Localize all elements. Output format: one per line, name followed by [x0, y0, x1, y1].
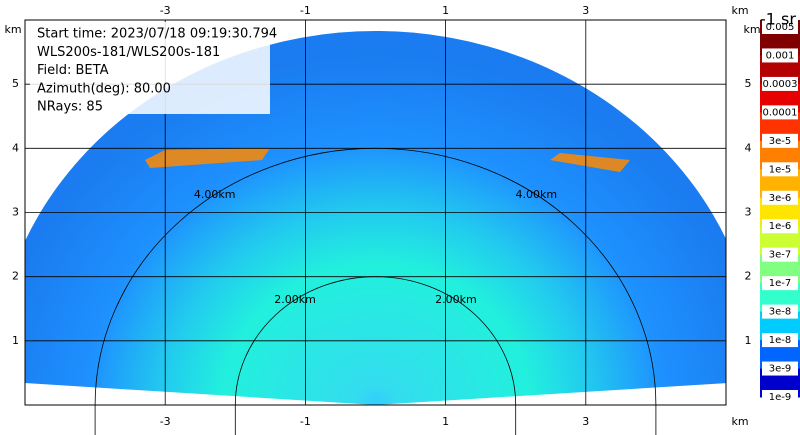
- range-ring-label: 2.00km: [435, 293, 477, 306]
- colorbar-label-bg: [762, 133, 798, 148]
- hotspot: [550, 153, 630, 172]
- x-tick-label: 3: [582, 4, 589, 17]
- y-tick-label: 1: [745, 334, 752, 347]
- scan-fan: [25, 31, 726, 405]
- info-line: Field: BETA: [37, 63, 109, 78]
- colorbar-label-bg: [762, 76, 798, 91]
- colorbar-label-bg: [762, 48, 798, 63]
- x-tick-label: 3: [582, 415, 589, 428]
- colorbar-label: 3e-7: [769, 250, 792, 261]
- y-tick-label: 4: [745, 141, 752, 154]
- colorbar-label: 0.001: [766, 50, 795, 61]
- colorbar-label: 3e-6: [769, 193, 792, 204]
- range-ring-label: 4.00km: [194, 188, 236, 201]
- y-tick-label: 2: [12, 270, 19, 283]
- colorbar-label-bg: [762, 390, 798, 404]
- colorbar-label: 1e-7: [769, 278, 792, 289]
- colorbar-label-bg: [762, 304, 798, 319]
- x-tick-label: -1: [300, 415, 311, 428]
- info-line: Azimuth(deg): 80.00: [37, 81, 171, 96]
- colorbar-label-bg: [762, 247, 798, 262]
- info-line: Start time: 2023/07/18 09:19:30.794: [37, 27, 277, 42]
- colorbar-label: 1e-6: [769, 221, 792, 232]
- colorbar-label-bg: [762, 105, 798, 120]
- x-tick-label: -3: [160, 4, 171, 17]
- x-tick-label: 1: [442, 415, 449, 428]
- colorbar-label: 1e-9: [769, 392, 792, 403]
- colorbar-label-bg: [762, 276, 798, 291]
- y-tick-label: 4: [12, 141, 19, 154]
- colorbar-label-bg: [762, 20, 798, 34]
- colorbar-label: 3e-9: [769, 364, 792, 375]
- y-unit: km: [4, 23, 21, 36]
- x-unit: km: [731, 4, 748, 17]
- info-line: WLS200s-181/WLS200s-181: [37, 45, 220, 60]
- colorbar-label-bg: [762, 361, 798, 376]
- y-tick-label: 3: [745, 206, 752, 219]
- colorbar-label: 0.0001: [763, 107, 798, 118]
- y-tick-label: 5: [745, 77, 752, 90]
- colorbar-title: -1 sr: [760, 10, 796, 29]
- x-tick-label: -1: [300, 4, 311, 17]
- y-tick-label: 5: [12, 77, 19, 90]
- colorbar-label: 3e-8: [769, 307, 792, 318]
- colorbar-label-bg: [762, 219, 798, 234]
- x-tick-label: -3: [160, 415, 171, 428]
- info-background: [30, 22, 270, 114]
- colorbar-label: 0.005: [766, 22, 795, 33]
- y-tick-label: 2: [745, 270, 752, 283]
- colorbar-label-bg: [762, 162, 798, 177]
- scan-field: [25, 31, 726, 405]
- range-ring-label: 4.00km: [516, 188, 558, 201]
- range-ring-label: 2.00km: [274, 293, 316, 306]
- x-tick-label: 1: [442, 4, 449, 17]
- y-tick-label: 3: [12, 206, 19, 219]
- colorbar-label: 3e-5: [769, 136, 792, 147]
- colorbar-label: 0.0003: [763, 79, 798, 90]
- colorbar-label-bg: [762, 333, 798, 348]
- x-unit: km: [731, 415, 748, 428]
- colorbar-label-bg: [762, 190, 798, 205]
- info-line: NRays: 85: [37, 100, 103, 115]
- y-tick-label: 1: [12, 334, 19, 347]
- colorbar-label: 1e-5: [769, 164, 792, 175]
- hotspot: [145, 148, 270, 168]
- colorbar-label: 1e-8: [769, 335, 792, 346]
- y-unit: km: [743, 23, 760, 36]
